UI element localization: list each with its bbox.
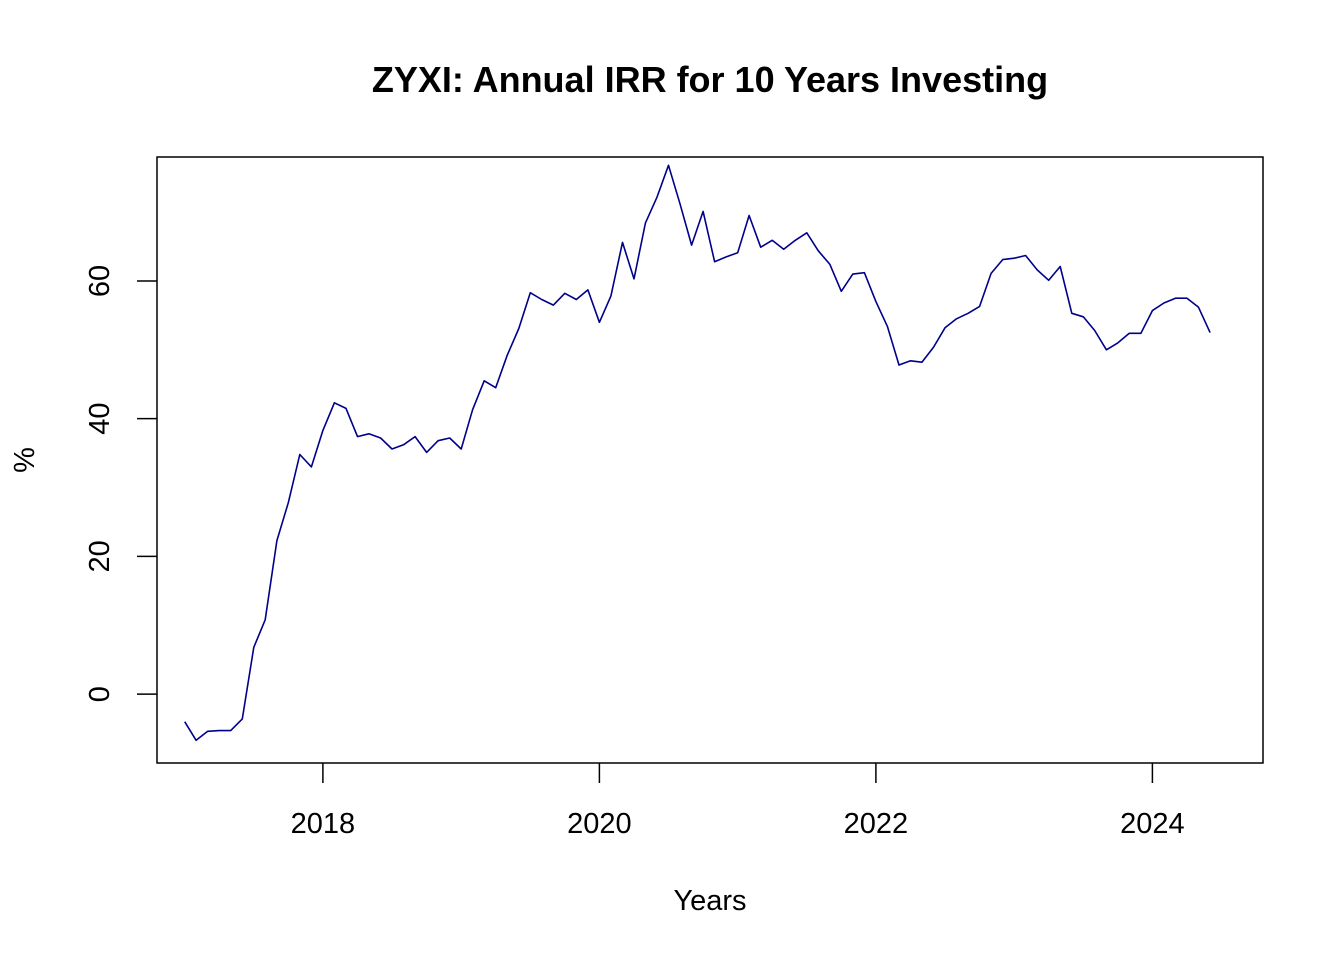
x-axis-label: Years (673, 885, 746, 917)
x-tick-label: 2022 (844, 808, 909, 840)
y-tick-label: 0 (84, 686, 116, 702)
irr-series-line (184, 164, 1211, 742)
y-tick-label: 40 (84, 403, 116, 435)
y-axis-label: % (9, 447, 41, 473)
chart-title: ZYXI: Annual IRR for 10 Years Investing (372, 59, 1048, 100)
x-axis: 2018 2020 2022 2024 (291, 763, 1185, 840)
plot-area-frame (156, 156, 1264, 764)
x-tick-label: 2018 (291, 808, 356, 840)
x-tick-label: 2020 (567, 808, 632, 840)
x-tick-label: 2024 (1120, 808, 1185, 840)
y-tick-label: 60 (84, 265, 116, 297)
y-tick-label: 20 (84, 540, 116, 572)
y-axis: 0 20 40 60 (84, 265, 157, 702)
